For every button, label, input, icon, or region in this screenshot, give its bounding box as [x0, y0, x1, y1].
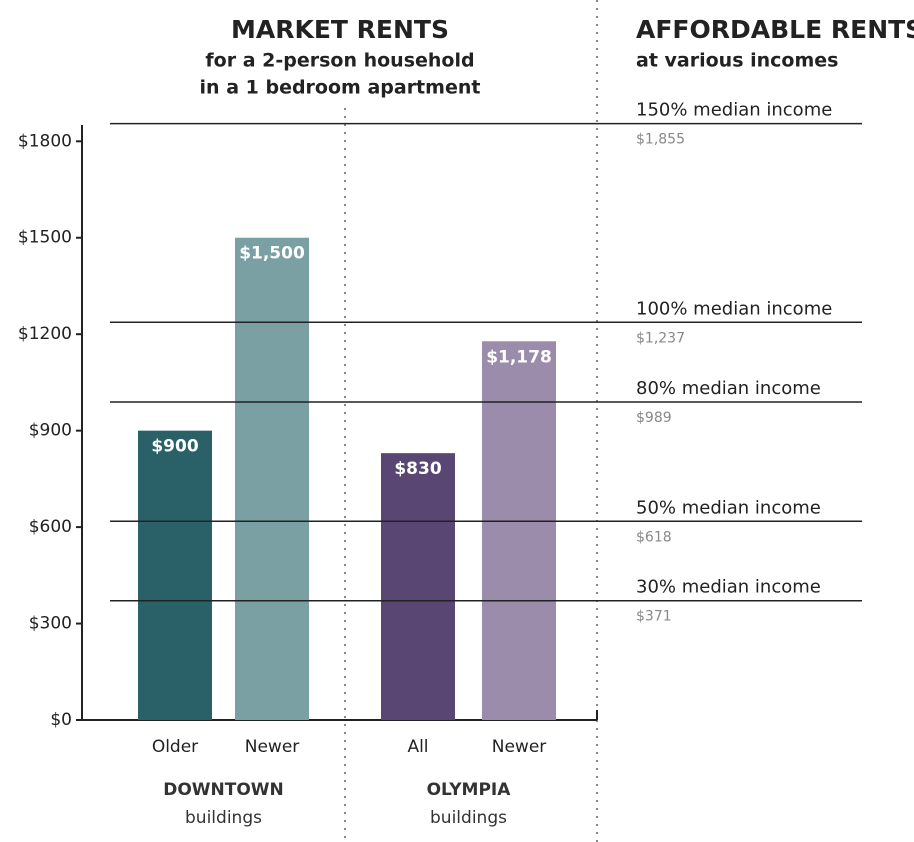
reference-value: $1,855	[636, 132, 685, 148]
y-tick-label: $1200	[18, 324, 72, 344]
x-tick-label: Older	[152, 737, 198, 757]
y-tick-label: $300	[29, 614, 72, 634]
bar	[235, 237, 309, 720]
group-sub: buildings	[430, 808, 507, 828]
reference-value: $1,237	[636, 330, 685, 346]
y-tick-label: $1500	[18, 228, 72, 248]
y-tick-label: $0	[50, 710, 72, 730]
reference-label: 100% median income	[636, 298, 832, 319]
group-label: DOWNTOWN	[163, 780, 284, 800]
reference-subtitle: at various incomes	[636, 50, 838, 72]
x-tick-label: Newer	[492, 737, 547, 757]
group-label: OLYMPIA	[427, 780, 512, 800]
chart-title: MARKET RENTS	[231, 15, 449, 44]
reference-title: AFFORDABLE RENTS	[636, 15, 914, 44]
reference-label: 30% median income	[636, 577, 821, 598]
value-label: $1,500	[239, 244, 305, 264]
y-tick-label: $1800	[18, 131, 72, 151]
subtitle: in a 1 bedroom apartment	[200, 77, 481, 99]
reference-value: $989	[636, 410, 672, 426]
y-tick-label: $600	[29, 517, 72, 537]
reference-value: $618	[636, 529, 672, 545]
reference-label: 150% median income	[636, 100, 832, 121]
x-tick-label: All	[407, 737, 428, 757]
reference-label: 50% median income	[636, 497, 821, 518]
reference-label: 80% median income	[636, 378, 821, 399]
subtitle: for a 2-person household	[205, 50, 474, 72]
bar	[482, 341, 556, 720]
value-label: $830	[394, 459, 441, 479]
bar	[381, 453, 455, 720]
y-tick-label: $900	[29, 421, 72, 441]
x-tick-label: Newer	[245, 737, 300, 757]
group-sub: buildings	[185, 808, 262, 828]
value-label: $1,178	[486, 347, 552, 367]
value-label: $900	[151, 437, 198, 457]
reference-value: $371	[636, 609, 672, 625]
bar	[138, 430, 212, 720]
